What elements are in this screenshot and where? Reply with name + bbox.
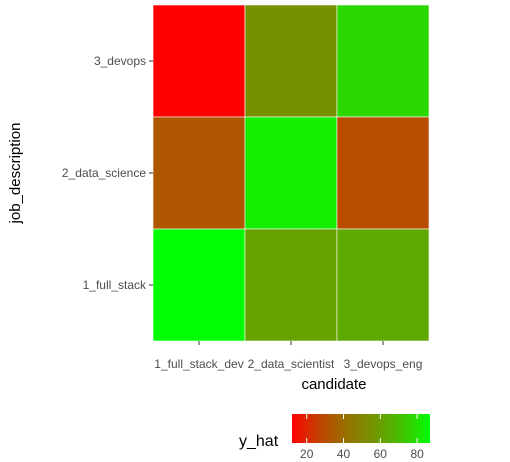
- y-tick-label: 2_data_science: [62, 166, 146, 180]
- heatmap-cell: [152, 228, 246, 342]
- legend-ticks: 20 40 60 80: [300, 414, 424, 461]
- x-axis-title: candidate: [301, 376, 366, 393]
- legend-tick-label: 60: [374, 447, 388, 461]
- legend-tick-label: 20: [300, 447, 314, 461]
- color-legend: y_hat 20 40 60 80: [239, 414, 430, 461]
- heatmap-cell: [336, 116, 430, 230]
- heatmap-cell: [152, 4, 246, 118]
- heatmap-cell: [152, 116, 246, 230]
- legend-colorbar: [292, 414, 430, 443]
- heatmap-cell: [244, 228, 338, 342]
- x-tick-label: 2_data_scientist: [248, 357, 335, 371]
- legend-tick-label: 80: [410, 447, 424, 461]
- x-tick-label: 1_full_stack_dev: [154, 357, 243, 371]
- x-axis-ticks: 1_full_stack_dev 2_data_scientist 3_devops…: [154, 341, 422, 371]
- heatmap-cells: [152, 4, 430, 342]
- legend-tick-label: 40: [337, 447, 351, 461]
- heatmap-cell: [336, 228, 430, 342]
- y-axis-ticks: 1_full_stack 2_data_science 3_devops: [62, 54, 153, 292]
- y-tick-label: 1_full_stack: [83, 278, 147, 292]
- heatmap-cell: [244, 116, 338, 230]
- x-tick-label: 3_devops_eng: [344, 357, 423, 371]
- heatmap-cell: [244, 4, 338, 118]
- legend-title: y_hat: [239, 433, 279, 450]
- y-tick-label: 3_devops: [94, 54, 146, 68]
- y-axis-title: job_description: [7, 123, 24, 225]
- heatmap-cell: [336, 4, 430, 118]
